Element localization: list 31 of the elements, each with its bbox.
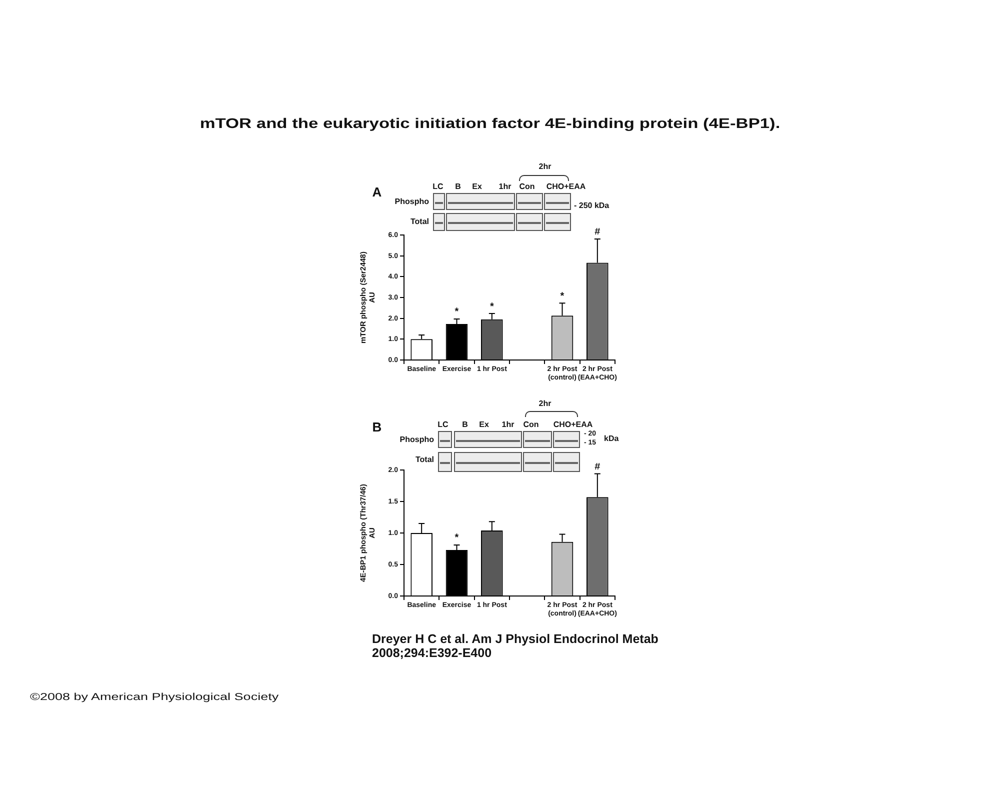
text: Phospho (394, 197, 429, 206)
text: Ex (472, 182, 482, 191)
text: Phospho (400, 435, 434, 444)
text: LC (438, 420, 448, 429)
text: B (455, 182, 461, 191)
annotation: * (490, 301, 494, 312)
text: Con (519, 182, 535, 191)
chart-title: mTOR and the eukaryotic initiation factor 4E-binding protein (4E-BP1). (200, 115, 780, 131)
text: Total (410, 217, 429, 226)
text: 1hr (498, 182, 512, 191)
text: 1hr (502, 420, 514, 429)
text: B (372, 420, 382, 434)
text: CHO+EAA (553, 420, 593, 429)
text: A (372, 184, 382, 200)
text: B (462, 420, 468, 429)
text: LC (432, 182, 444, 191)
text: 2hr (538, 399, 552, 408)
annotation: * (454, 306, 459, 318)
annotation: # (594, 462, 601, 473)
text: kDa (604, 434, 619, 443)
annotation: # (594, 226, 601, 238)
text: Total (415, 455, 434, 464)
annotation: * (454, 532, 459, 544)
text: 2hr (538, 162, 552, 171)
text: ©2008 by American Physiological Society (30, 692, 279, 703)
text: Con (523, 420, 539, 429)
text: CHO+EAA (546, 182, 586, 191)
text: Dreyer H C et al. Am J Physiol Endocrinol Metab 2008;294:E392-E400 (372, 632, 660, 660)
annotation: * (560, 290, 564, 302)
text: Ex (479, 420, 489, 429)
text: - 250 kDa (574, 201, 610, 210)
